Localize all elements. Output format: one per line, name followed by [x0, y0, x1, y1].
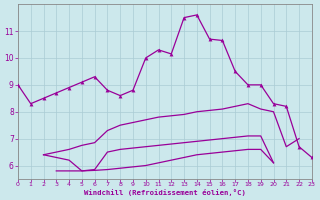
X-axis label: Windchill (Refroidissement éolien,°C): Windchill (Refroidissement éolien,°C): [84, 189, 246, 196]
